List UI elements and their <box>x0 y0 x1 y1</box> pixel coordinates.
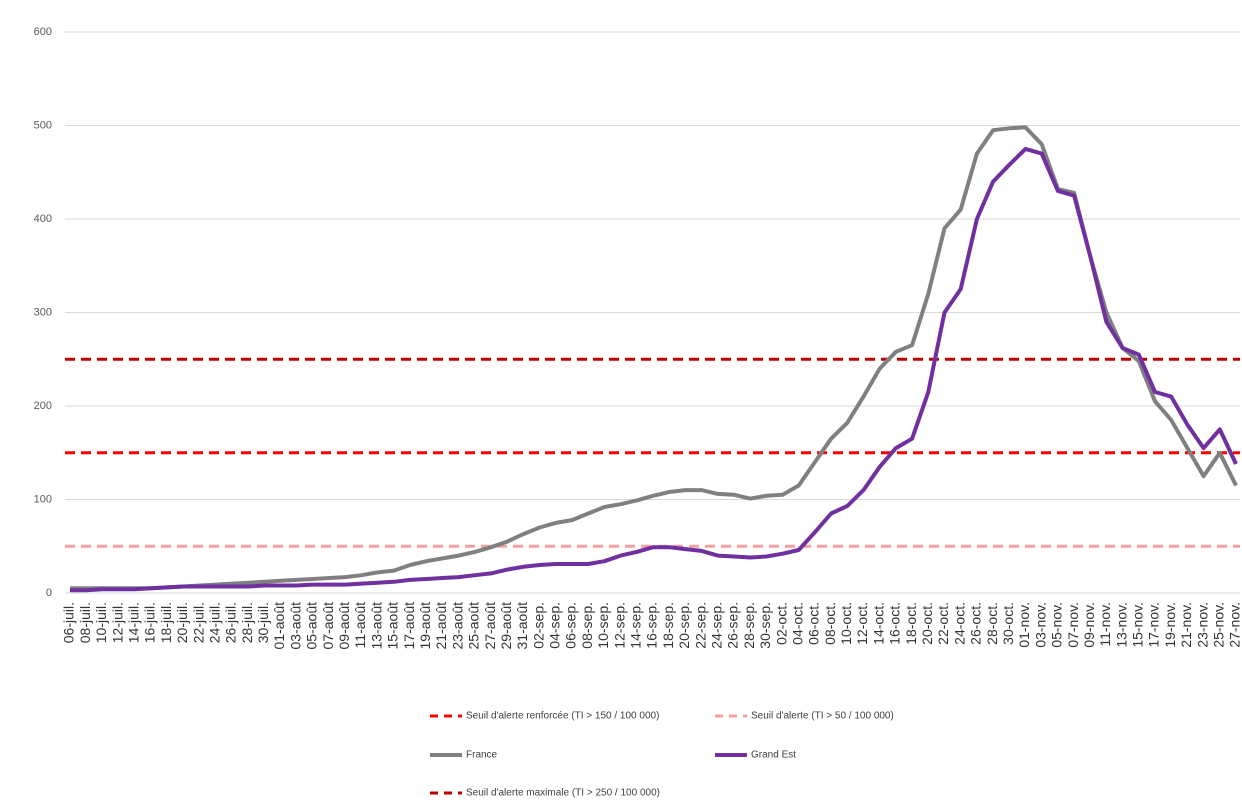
legend-label: Seuil d'alerte maximale (TI > 250 / 100 … <box>466 788 660 799</box>
x-tick-label: 22-oct. <box>935 602 951 645</box>
x-tick-label: 06-juil. <box>61 602 77 643</box>
x-tick-label: 16-juil. <box>142 602 158 643</box>
x-tick-label: 28-sep. <box>741 602 757 649</box>
x-tick-label: 20-juil. <box>174 602 190 643</box>
x-tick-label: 30-oct. <box>1000 602 1016 645</box>
x-tick-label: 28-oct. <box>984 602 1000 645</box>
x-tick-label: 14-juil. <box>125 602 141 643</box>
x-tick-label: 04-sep. <box>547 602 563 649</box>
x-tick-label: 13-août <box>368 602 384 650</box>
series-line <box>70 125 1238 591</box>
x-tick-label: 31-août <box>514 602 530 650</box>
x-tick-label: 18-juil. <box>158 602 174 643</box>
x-tick-label: 12-sep. <box>611 602 627 649</box>
x-tick-label: 08-juil. <box>77 602 93 643</box>
x-tick-label: 03-nov. <box>1032 602 1048 648</box>
x-tick-label: 25-nov. <box>1211 602 1227 648</box>
legend-label: Grand Est <box>751 750 796 761</box>
x-tick-label: 14-sep. <box>628 602 644 649</box>
y-tick-label: 300 <box>34 306 52 318</box>
x-tick-label: 12-juil. <box>109 602 125 643</box>
x-tick-label: 09-août <box>336 602 352 650</box>
x-tick-label: 17-nov. <box>1146 602 1162 648</box>
x-tick-label: 29-août <box>498 602 514 650</box>
y-tick-label: 0 <box>46 587 52 599</box>
x-tick-label: 08-oct. <box>822 602 838 645</box>
series-line <box>70 146 1238 593</box>
legend-label: France <box>466 750 498 761</box>
x-tick-label: 30-sep. <box>757 602 773 649</box>
x-tick-label: 06-oct. <box>806 602 822 645</box>
x-tick-label: 20-oct. <box>919 602 935 645</box>
x-tick-label: 10-sep. <box>595 602 611 649</box>
x-tick-label: 06-sep. <box>563 602 579 649</box>
x-tick-label: 22-juil. <box>190 602 206 643</box>
x-tick-label: 24-sep. <box>708 602 724 649</box>
legend-label: Seuil d'alerte renforcée (TI > 150 / 100… <box>466 711 659 722</box>
x-tick-label: 24-oct. <box>951 602 967 645</box>
x-tick-label: 20-sep. <box>676 602 692 649</box>
x-tick-label: 22-sep. <box>692 602 708 649</box>
x-tick-label: 15-août <box>385 602 401 650</box>
x-tick-label: 08-sep. <box>579 602 595 649</box>
x-tick-label: 17-août <box>401 602 417 650</box>
x-tick-label: 19-août <box>417 602 433 650</box>
x-tick-label: 12-oct. <box>854 602 870 645</box>
x-tick-label: 01-nov. <box>1016 602 1032 648</box>
x-tick-label: 02-oct. <box>773 602 789 645</box>
x-tick-label: 02-sep. <box>530 602 546 649</box>
x-tick-label: 05-août <box>304 602 320 650</box>
x-tick-label: 11-nov. <box>1097 602 1113 647</box>
x-tick-label: 26-sep. <box>725 602 741 649</box>
legend-label: Seuil d'alerte (TI > 50 / 100 000) <box>751 711 894 722</box>
x-tick-label: 10-juil. <box>93 602 109 643</box>
x-tick-label: 26-juil. <box>223 602 239 643</box>
x-tick-label: 30-juil. <box>255 602 271 643</box>
y-tick-label: 200 <box>34 400 52 412</box>
x-tick-label: 23-août <box>449 602 465 650</box>
x-tick-label: 23-nov. <box>1194 602 1210 648</box>
y-tick-label: 600 <box>34 26 52 38</box>
x-tick-label: 21-août <box>433 602 449 650</box>
x-tick-label: 18-sep. <box>660 602 676 649</box>
x-tick-label: 16-oct. <box>887 602 903 645</box>
x-tick-label: 26-oct. <box>968 602 984 645</box>
x-tick-label: 03-août <box>287 602 303 650</box>
x-tick-label: 28-juil. <box>239 602 255 643</box>
x-tick-label: 18-oct. <box>903 602 919 645</box>
y-tick-label: 500 <box>34 119 52 131</box>
x-tick-label: 01-août <box>271 602 287 650</box>
x-tick-label: 04-oct. <box>789 602 805 645</box>
x-tick-label: 15-nov. <box>1130 602 1146 648</box>
x-tick-label: 24-juil. <box>206 602 222 643</box>
x-tick-label: 05-nov. <box>1049 602 1065 648</box>
x-tick-label: 25-août <box>466 602 482 650</box>
x-tick-label: 11-août <box>352 602 368 649</box>
x-tick-label: 19-nov. <box>1162 602 1178 648</box>
y-tick-label: 400 <box>34 213 52 225</box>
x-tick-label: 13-nov. <box>1113 602 1129 648</box>
x-tick-label: 09-nov. <box>1081 602 1097 648</box>
x-tick-label: 10-oct. <box>838 602 854 645</box>
y-tick-label: 100 <box>34 493 52 505</box>
x-tick-label: 27-août <box>482 602 498 650</box>
x-tick-label: 14-oct. <box>870 602 886 645</box>
x-tick-label: 16-sep. <box>644 602 660 649</box>
x-tick-label: 07-nov. <box>1065 602 1081 648</box>
x-tick-label: 27-nov. <box>1227 602 1242 648</box>
x-tick-label: 07-août <box>320 602 336 650</box>
x-tick-label: 21-nov. <box>1178 602 1194 648</box>
